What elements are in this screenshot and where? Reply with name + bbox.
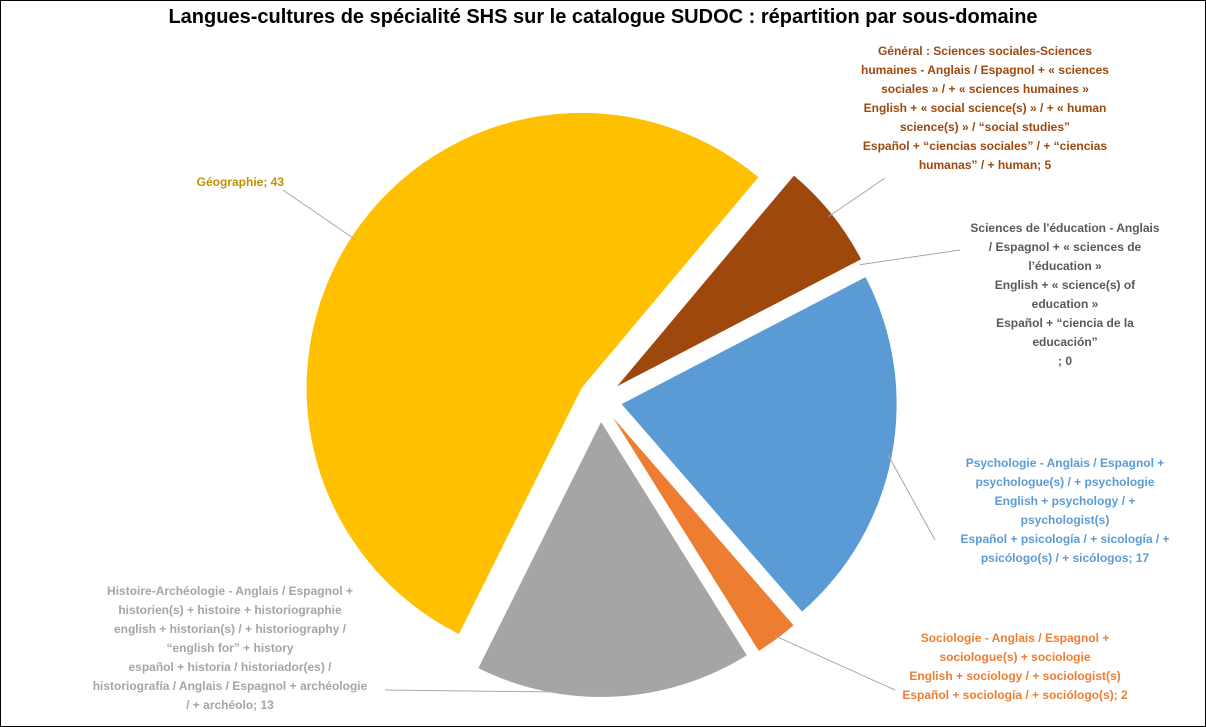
- leader-line: [859, 249, 961, 266]
- data-label: Histoire-Archéologie - Anglais / Espagno…: [92, 584, 368, 712]
- data-label: Sociologie - Anglais / Espagnol + sociol…: [902, 631, 1128, 702]
- leader-line: [828, 177, 886, 218]
- pie-slice: [478, 421, 747, 697]
- data-label: Général : Sciences sociales-Sciences hum…: [861, 44, 1109, 172]
- leader-line: [282, 189, 356, 240]
- pie-slice: [617, 175, 862, 387]
- data-label: Géographie; 43: [196, 175, 284, 189]
- leader-line: [887, 454, 936, 541]
- data-label: Psychologie - Anglais / Espagnol + psych…: [960, 456, 1170, 565]
- chart-title: Langues-cultures de spécialité SHS sur l…: [168, 6, 1038, 28]
- pie-slice: [306, 112, 759, 635]
- pie-slice: [613, 417, 794, 651]
- pie-slice: [621, 277, 897, 612]
- leader-line: [384, 689, 615, 694]
- data-label: Sciences de l'éducation - Anglais / Espa…: [970, 221, 1160, 368]
- leader-line: [774, 635, 896, 691]
